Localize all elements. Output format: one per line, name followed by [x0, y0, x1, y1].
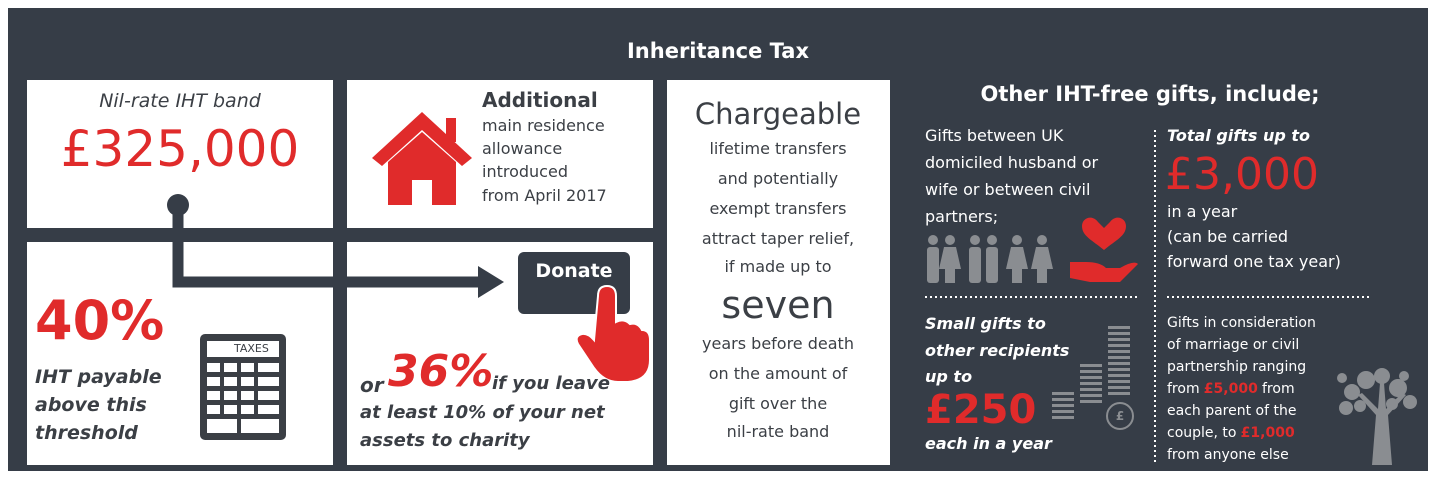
nil-rate-label: Nil-rate IHT band	[99, 92, 261, 111]
small-line: other recipients	[925, 343, 1069, 359]
arrow-line	[178, 205, 482, 282]
donate-label[interactable]: Donate	[535, 262, 612, 281]
chargeable-line: exempt transfers	[709, 201, 846, 217]
small-line: Small gifts to	[925, 316, 1046, 332]
text: from	[1262, 381, 1295, 397]
small-amount: £250	[925, 390, 1036, 430]
spouse-line: partners;	[925, 209, 998, 225]
coin-symbol: £	[1116, 410, 1124, 422]
chargeable-emphasis: seven	[721, 286, 834, 324]
spouse-line: wife or between civil	[925, 182, 1090, 198]
title: Inheritance Tax	[627, 41, 809, 62]
arrow-dot	[167, 194, 189, 216]
text: from anyone else	[1167, 447, 1289, 463]
small-line: up to	[925, 369, 972, 385]
arrow-head	[478, 266, 504, 298]
text: couple, to	[1167, 425, 1236, 441]
marriage-line: couple, to £1,000	[1167, 426, 1295, 440]
residence-heading: Additional	[482, 90, 598, 110]
house-icon	[372, 112, 472, 205]
charity-value: 36%	[388, 350, 493, 394]
calculator-label: TAXES	[234, 343, 269, 354]
charity-line: if you leave	[492, 375, 610, 393]
gifts-title: Other IHT-free gifts, include;	[981, 84, 1320, 105]
residence-line: introduced	[482, 164, 568, 180]
heart-hand-icon	[1070, 218, 1138, 282]
text: from	[1167, 381, 1200, 397]
annual-amount: £3,000	[1165, 153, 1319, 197]
chargeable-line: and potentially	[718, 171, 838, 187]
rate-line: IHT payable	[35, 368, 162, 387]
annual-line: (can be carried	[1167, 229, 1288, 245]
charity-prefix: or	[360, 375, 384, 395]
rate-line: threshold	[35, 424, 138, 443]
annual-line: forward one tax year)	[1167, 254, 1341, 270]
spouse-line: Gifts between UK	[925, 128, 1063, 144]
marriage-line: of marriage or civil	[1167, 338, 1299, 352]
tree-icon	[1337, 368, 1417, 465]
residence-line: allowance	[482, 141, 562, 157]
spouse-line: domiciled husband or	[925, 155, 1098, 171]
residence-line: main residence	[482, 118, 605, 134]
chargeable-line: on the amount of	[709, 366, 848, 382]
small-suffix: each in a year	[925, 436, 1052, 452]
chargeable-line: gift over the	[729, 396, 827, 412]
chargeable-line: lifetime transfers	[709, 141, 846, 157]
residence-line: from April 2017	[482, 188, 607, 204]
nil-rate-amount: £325,000	[61, 124, 300, 174]
amount: £5,000	[1204, 381, 1258, 397]
chargeable-line: years before death	[702, 336, 854, 352]
chargeable-line: attract taper relief,	[702, 231, 854, 247]
marriage-line: each parent of the	[1167, 404, 1296, 418]
text: partnership ranging	[1167, 359, 1306, 375]
charity-line: assets to charity	[360, 432, 530, 450]
amount: £1,000	[1241, 425, 1295, 441]
marriage-line: from anyone else	[1167, 448, 1289, 462]
charity-line: at least 10% of your net	[360, 404, 605, 422]
text: of marriage or civil	[1167, 337, 1299, 353]
marriage-line: partnership ranging	[1167, 360, 1306, 374]
chargeable-heading: Chargeable	[695, 100, 861, 129]
people-icon	[927, 235, 1053, 283]
annual-label: Total gifts up to	[1167, 128, 1310, 144]
text: Gifts in consideration	[1167, 315, 1316, 331]
text: each parent of the	[1167, 403, 1296, 419]
chargeable-line: nil-rate band	[727, 424, 830, 440]
infographic: Inheritance Tax Nil-rate IHT band £325,0…	[0, 0, 1436, 479]
marriage-line: Gifts in consideration	[1167, 316, 1316, 330]
annual-line: in a year	[1167, 204, 1237, 220]
rate-value: 40%	[35, 294, 164, 348]
chargeable-line: if made up to	[724, 259, 831, 275]
rate-line: above this	[35, 396, 147, 415]
